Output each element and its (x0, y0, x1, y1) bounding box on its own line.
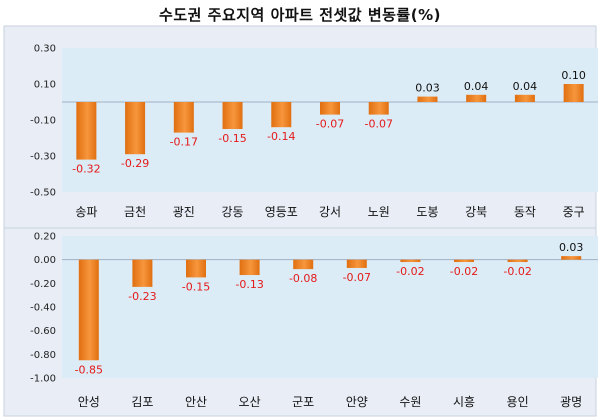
y-tick-label: -0.40 (30, 303, 56, 314)
bar (514, 94, 535, 102)
data-label: 0.04 (464, 80, 489, 93)
data-label: -0.08 (289, 272, 317, 285)
y-tick-label: -0.50 (30, 188, 56, 199)
data-label: 0.10 (561, 69, 586, 82)
data-label: -0.32 (72, 163, 100, 176)
bar (271, 102, 292, 128)
chart-title: 수도권 주요지역 아파트 전셋값 변동률(%) (159, 6, 441, 24)
bar (368, 102, 389, 115)
y-tick-label: 0.30 (34, 44, 56, 55)
y-tick-label: 0.00 (34, 255, 56, 266)
data-label: -0.17 (170, 136, 198, 149)
category-label: 안성 (78, 395, 100, 409)
data-label: 0.04 (513, 80, 538, 93)
data-label: -0.07 (364, 118, 392, 131)
bar (186, 259, 206, 278)
data-label: -0.02 (503, 265, 531, 278)
data-label: 0.03 (559, 241, 584, 254)
category-label: 광명 (560, 395, 582, 409)
y-tick-label: -0.60 (30, 326, 56, 337)
y-tick-label: -0.10 (30, 116, 56, 127)
category-label: 강북 (465, 205, 487, 219)
category-label: 강서 (319, 205, 341, 219)
data-label: 0.03 (415, 82, 440, 95)
bar (563, 84, 584, 102)
bar (125, 102, 146, 155)
bar (320, 102, 340, 115)
category-label: 김포 (131, 395, 153, 409)
bar (132, 259, 153, 287)
y-tick-label: -1.00 (30, 374, 56, 385)
category-label: 영등포 (265, 205, 298, 219)
category-label: 시흥 (453, 395, 475, 409)
bar (346, 259, 367, 268)
data-label: -0.15 (218, 132, 246, 145)
bar (293, 259, 314, 270)
data-label: -0.02 (450, 265, 478, 278)
bar (454, 259, 474, 263)
data-label: -0.07 (316, 118, 344, 131)
category-label: 강동 (221, 205, 243, 219)
y-tick-label: 0.20 (34, 232, 56, 243)
data-label: -0.14 (267, 130, 295, 143)
bar (466, 94, 487, 102)
y-tick-label: -0.80 (30, 350, 56, 361)
category-label: 중구 (563, 205, 585, 219)
category-label: 수원 (399, 395, 421, 409)
data-label: -0.29 (121, 157, 149, 170)
plot-area-2 (62, 236, 598, 378)
category-label: 안양 (346, 395, 368, 409)
category-label: 동작 (514, 205, 536, 219)
bar (507, 259, 528, 263)
bar (239, 259, 260, 276)
category-label: 용인 (507, 395, 529, 409)
data-label: -0.02 (396, 265, 424, 278)
category-label: 노원 (368, 205, 390, 219)
bar (173, 102, 194, 133)
category-label: 안산 (185, 395, 207, 409)
category-label: 광진 (173, 205, 195, 219)
category-label: 오산 (239, 395, 261, 409)
data-label: -0.15 (182, 280, 210, 293)
category-label: 도봉 (416, 205, 438, 219)
bar (561, 256, 582, 260)
bar (78, 259, 99, 361)
bar (417, 96, 438, 102)
y-tick-label: -0.20 (30, 279, 56, 290)
plot-area-1 (62, 48, 598, 192)
category-label: 금천 (124, 204, 146, 219)
y-tick-label: 0.10 (34, 80, 56, 91)
category-label: 군포 (292, 395, 314, 409)
data-label: -0.23 (128, 290, 156, 303)
bar (76, 102, 97, 160)
category-label: 송파 (75, 205, 97, 219)
bar (400, 259, 421, 263)
y-tick-label: -0.30 (30, 152, 56, 163)
data-label: -0.13 (235, 278, 263, 291)
data-label: -0.07 (343, 271, 371, 284)
data-label: -0.85 (75, 363, 103, 376)
bar (222, 102, 243, 129)
